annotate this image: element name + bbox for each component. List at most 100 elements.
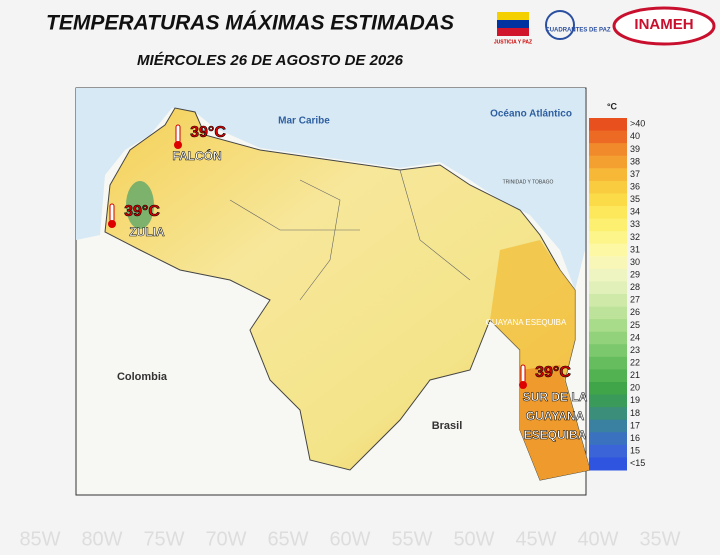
legend-swatch: [589, 268, 627, 282]
legend-swatch: [589, 193, 627, 207]
legend-label: 18: [630, 408, 640, 418]
legend-swatch: [589, 206, 627, 220]
legend-swatch: [589, 356, 627, 370]
longitude-labels: 85W 80W 75W 70W 65W 60W 55W 50W 45W 40W 35W: [19, 528, 680, 550]
legend-label: 39: [630, 144, 640, 154]
thermometer: [175, 124, 181, 144]
legend-swatch: [589, 143, 627, 157]
annotation-value: 39°C: [190, 124, 226, 141]
annotation-value: 39°C: [535, 364, 571, 381]
longitude-label: 55W: [391, 528, 432, 550]
longitude-label: 50W: [453, 528, 494, 550]
legend-label: 15: [630, 446, 640, 456]
legend-swatch: [589, 118, 627, 132]
legend-swatch: [589, 344, 627, 358]
longitude-label: 65W: [267, 528, 308, 550]
legend-swatch: [589, 331, 627, 345]
legend-swatch: [589, 130, 627, 144]
legend-label: 36: [630, 182, 640, 192]
legend: °C >40 40 39 38 37 36 35 34 33 32 31 30 29 28 27 26 25 24 2…: [589, 101, 645, 471]
legend-label: 33: [630, 219, 640, 229]
thermometer-bulb: [108, 220, 116, 228]
lake-maracaibo: [126, 181, 154, 229]
subtitle: MIÉRCOLES 26 DE AGOSTO DE 2026: [137, 52, 404, 69]
title: TEMPERATURAS MÁXIMAS ESTIMADAS: [46, 12, 454, 35]
legend-swatch: [589, 407, 627, 421]
legend-swatch: [589, 231, 627, 245]
legend-label: >40: [630, 119, 645, 129]
legend-label: 16: [630, 433, 640, 443]
legend-label: 35: [630, 194, 640, 204]
legend-swatch: [589, 281, 627, 295]
country-label: Colombia: [117, 371, 168, 383]
logos: JUSTICIA Y PAZ CUADRANTES DE PAZ INAMEH: [494, 6, 716, 46]
legend-swatch: [589, 369, 627, 383]
annotation-place: ZULIA: [129, 225, 165, 239]
legend-label: 37: [630, 169, 640, 179]
legend-label: 19: [630, 395, 640, 405]
legend-swatch: [589, 218, 627, 232]
legend-swatch: [589, 256, 627, 270]
legend-swatch: [589, 457, 627, 471]
legend-label: 22: [630, 358, 640, 368]
thermometer: [109, 203, 115, 223]
thermometer-bulb: [519, 381, 527, 389]
legend-swatch: [589, 419, 627, 433]
sea-label: Mar Caribe: [278, 116, 330, 127]
logo-text: CUADRANTES DE PAZ: [545, 28, 611, 34]
legend-label: 20: [630, 383, 640, 393]
sea: [76, 88, 585, 290]
legend-label: 17: [630, 420, 640, 430]
longitude-label: 75W: [143, 528, 184, 550]
legend-swatch: [589, 155, 627, 169]
legend-label: <15: [630, 458, 645, 468]
annotation-value: 39°C: [124, 203, 160, 220]
flag-stripe: [497, 20, 529, 28]
legend-label: 38: [630, 156, 640, 166]
logo-text: INAMEH: [634, 16, 693, 33]
longitude-label: 60W: [329, 528, 370, 550]
sea-label: Océano Atlántico: [490, 109, 572, 120]
legend-swatch: [589, 294, 627, 308]
flag-stripe: [497, 12, 529, 20]
annotation-place: SUR DE LA GUAYANA ESEQUIBA: [523, 390, 588, 442]
longitude-label: 40W: [577, 528, 618, 550]
legend-label: 25: [630, 320, 640, 330]
legend-swatch: [589, 180, 627, 194]
longitude-label: 45W: [515, 528, 556, 550]
legend-swatch: [589, 382, 627, 396]
legend-label: 29: [630, 270, 640, 280]
state-borders: [229, 169, 471, 301]
region-label: TRINIDAD Y TOBAGO: [503, 179, 554, 185]
legend-swatch: [589, 306, 627, 320]
legend-swatch: [589, 319, 627, 333]
legend-label: 34: [630, 207, 640, 217]
legend-label: 27: [630, 295, 640, 305]
longitude-label: 85W: [19, 528, 60, 550]
legend-label: 26: [630, 307, 640, 317]
legend-label: 24: [630, 332, 640, 342]
annotations: 39°C FALCÓN 39°C ZULIA 39°C SUR DE LA GUAYANA E…: [108, 124, 588, 442]
legend-swatch: [589, 243, 627, 257]
longitude-label: 80W: [81, 528, 122, 550]
flag-stripe: [497, 28, 529, 36]
legend-unit: °C: [607, 101, 618, 111]
legend-label: 21: [630, 370, 640, 380]
legend-label: 30: [630, 257, 640, 267]
legend-swatch: [589, 444, 627, 458]
longitude-label: 35W: [639, 528, 680, 550]
thermometer: [520, 364, 526, 384]
legend-label: 40: [630, 131, 640, 141]
legend-label: 31: [630, 244, 640, 254]
legend-swatch: [589, 394, 627, 408]
legend-swatch: [589, 432, 627, 446]
thermometer-bulb: [174, 141, 182, 149]
legend-label: 23: [630, 345, 640, 355]
legend-swatch: [589, 168, 627, 182]
logo-ring: [612, 6, 716, 46]
hot-area: [520, 365, 590, 480]
logo-ring: [545, 10, 575, 40]
